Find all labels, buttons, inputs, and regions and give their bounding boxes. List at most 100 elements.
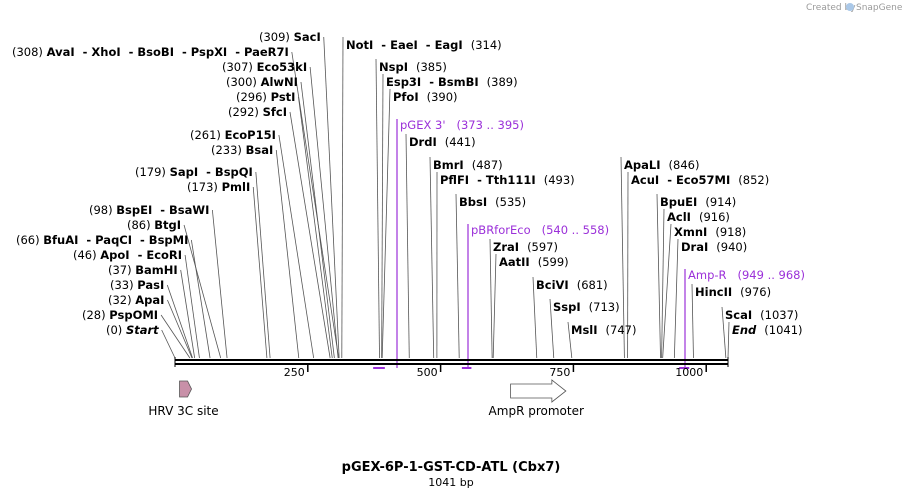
enzyme-name: MslI (571, 323, 606, 337)
enzyme-label[interactable]: NspI (385) (379, 60, 447, 74)
enzyme-label[interactable]: AatII (599) (499, 255, 569, 269)
enzyme-site-saci[interactable]: (309) SacI (259, 30, 321, 44)
primer-pgex3[interactable]: pGEX 3' (373 .. 395) (373, 118, 524, 369)
enzyme-site-pspomi[interactable]: (28) PspOMI (82, 308, 158, 322)
enzyme-label[interactable]: BbsI (535) (459, 195, 526, 209)
enzyme-site-sfci[interactable]: (292) SfcI (228, 105, 287, 119)
primer-ampr[interactable]: Amp-R (949 .. 968) (679, 268, 805, 369)
plasmid-length: 1041 bp (428, 476, 473, 489)
enzyme-label[interactable]: (296) PstI (236, 90, 295, 104)
enzyme-label[interactable]: End (1041) (732, 323, 803, 337)
enzyme-label[interactable]: (309) SacI (259, 30, 321, 44)
enzyme-label[interactable]: PfoI (390) (393, 90, 458, 104)
enzyme-label[interactable]: DraI (940) (681, 240, 747, 254)
enzyme-site-eco53ki[interactable]: (307) Eco53kI (222, 60, 307, 74)
enzyme-label[interactable]: PflFI - Tth111I (493) (440, 173, 575, 187)
enzyme-site-end[interactable]: End (1041) (732, 323, 803, 337)
enzyme-site-drdi[interactable]: DrdI (441) (409, 135, 476, 149)
enzyme-label[interactable]: BmrI (487) (433, 158, 503, 172)
enzyme-site-alwni[interactable]: (300) AlwNI (226, 75, 298, 89)
enzyme-label[interactable]: ZraI (597) (493, 240, 558, 254)
feature-hrv3c[interactable]: HRV 3C site (148, 380, 219, 418)
enzyme-label[interactable]: (66) BfuAI - PaqCI - BspMI (16, 233, 188, 247)
enzyme-label[interactable]: BpuEI (914) (660, 195, 736, 209)
enzyme-label[interactable]: (292) SfcI (228, 105, 287, 119)
enzyme-site-xmni[interactable]: XmnI (918) (674, 225, 746, 239)
enzyme-site-btgi[interactable]: (86) BtgI (127, 218, 181, 232)
enzyme-label[interactable]: (233) BsaI (211, 143, 273, 157)
tick-label: 1000 (675, 366, 703, 379)
enzyme-label[interactable]: ApaLI (846) (624, 158, 699, 172)
primer-label[interactable]: Amp-R (949 .. 968) (688, 268, 805, 282)
enzyme-site-start[interactable]: (0) Start (106, 323, 159, 337)
primer-label[interactable]: pBRforEco (540 .. 558) (471, 223, 609, 237)
enzyme-site-sspi[interactable]: SspI (713) (553, 300, 620, 314)
enzyme-label[interactable]: (308) AvaI - XhoI - BsoBI - PspXI - PaeR… (12, 45, 289, 59)
enzyme-name: ApaI (135, 293, 164, 307)
enzyme-site-ecop15i[interactable]: (261) EcoP15I (190, 128, 276, 142)
enzyme-label[interactable]: MslI (747) (571, 323, 636, 337)
enzyme-label[interactable]: (98) BspEI - BsaWI (89, 203, 209, 217)
enzyme-site-bsai[interactable]: (233) BsaI (211, 143, 273, 157)
enzyme-label[interactable]: (86) BtgI (127, 218, 181, 232)
enzyme-label[interactable]: (32) ApaI (108, 293, 164, 307)
enzyme-site-zrai[interactable]: ZraI (597) (493, 240, 558, 254)
enzyme-label[interactable]: (0) Start (106, 323, 159, 337)
enzyme-label[interactable]: (261) EcoP15I (190, 128, 276, 142)
leader-line (662, 223, 672, 359)
enzyme-site-bcivi[interactable]: BciVI (681) (536, 278, 608, 292)
enzyme-label[interactable]: (37) BamHI (108, 263, 178, 277)
leader-line (661, 208, 665, 359)
enzyme-label[interactable]: SspI (713) (553, 300, 620, 314)
enzyme-site-acui[interactable]: AcuI - Eco57MI (852) (631, 173, 769, 187)
enzyme-site-noti[interactable]: NotI - EaeI - EagI (314) (346, 38, 502, 52)
enzyme-label[interactable]: (300) AlwNI (226, 75, 298, 89)
enzyme-site-esp3i[interactable]: Esp3I - BsmBI (389) (386, 75, 518, 89)
enzyme-label[interactable]: DrdI (441) (409, 135, 476, 149)
enzyme-site-scai[interactable]: ScaI (1037) (725, 308, 798, 322)
enzyme-site-drai[interactable]: DraI (940) (681, 240, 747, 254)
enzyme-position: (37) (108, 263, 135, 277)
enzyme-site-pmli[interactable]: (173) PmlI (187, 180, 250, 194)
enzyme-site-sapi[interactable]: (179) SapI - BspQI (135, 165, 253, 179)
enzyme-label[interactable]: BciVI (681) (536, 278, 608, 292)
enzyme-label[interactable]: AcuI - Eco57MI (852) (631, 173, 769, 187)
enzyme-label[interactable]: (307) Eco53kI (222, 60, 307, 74)
primer-pbrforeco[interactable]: pBRforEco (540 .. 558) (461, 223, 609, 369)
enzyme-label[interactable]: (46) ApoI - EcoRI (73, 248, 182, 262)
enzyme-site-bmri[interactable]: BmrI (487) (433, 158, 503, 172)
enzyme-label[interactable]: (179) SapI - BspQI (135, 165, 253, 179)
enzyme-site-psti[interactable]: (296) PstI (236, 90, 295, 104)
enzyme-site-pfoi[interactable]: PfoI (390) (393, 90, 458, 104)
enzyme-site-apoi[interactable]: (46) ApoI - EcoRI (73, 248, 182, 262)
enzyme-label[interactable]: AclI (916) (667, 210, 730, 224)
enzyme-label[interactable]: HincII (976) (695, 285, 771, 299)
enzyme-name: PfoI (393, 90, 427, 104)
feature-ampr-promoter[interactable]: AmpR promoter (489, 379, 584, 418)
enzyme-label[interactable]: (173) PmlI (187, 180, 250, 194)
enzyme-label[interactable]: (28) PspOMI (82, 308, 158, 322)
enzyme-site-hincii[interactable]: HincII (976) (695, 285, 771, 299)
enzyme-position: (852) (738, 173, 769, 187)
enzyme-label[interactable]: (33) PasI (110, 278, 164, 292)
enzyme-label[interactable]: XmnI (918) (674, 225, 746, 239)
enzyme-site-bpuei[interactable]: BpuEI (914) (660, 195, 736, 209)
enzyme-label[interactable]: Esp3I - BsmBI (389) (386, 75, 518, 89)
enzyme-site-msli[interactable]: MslI (747) (571, 323, 636, 337)
enzyme-site-bamhi[interactable]: (37) BamHI (108, 263, 178, 277)
enzyme-site-apai[interactable]: (32) ApaI (108, 293, 164, 307)
enzyme-site-bfuai[interactable]: (66) BfuAI - PaqCI - BspMI (16, 233, 188, 247)
enzyme-site-bbsi[interactable]: BbsI (535) (459, 195, 526, 209)
enzyme-site-apali[interactable]: ApaLI (846) (624, 158, 699, 172)
primer-label[interactable]: pGEX 3' (373 .. 395) (400, 118, 524, 132)
enzyme-site-nspi[interactable]: NspI (385) (379, 60, 447, 74)
enzyme-site-aatii[interactable]: AatII (599) (499, 255, 569, 269)
enzyme-label[interactable]: NotI - EaeI - EagI (314) (346, 38, 502, 52)
enzyme-site-bspei[interactable]: (98) BspEI - BsaWI (89, 203, 209, 217)
leader-line (691, 283, 694, 359)
enzyme-site-pasi[interactable]: (33) PasI (110, 278, 164, 292)
enzyme-label[interactable]: ScaI (1037) (725, 308, 798, 322)
enzyme-site-avai[interactable]: (308) AvaI - XhoI - BsoBI - PspXI - PaeR… (12, 45, 289, 59)
enzyme-site-acli[interactable]: AclI (916) (667, 210, 730, 224)
enzyme-site-pflfi[interactable]: PflFI - Tth111I (493) (440, 173, 575, 187)
